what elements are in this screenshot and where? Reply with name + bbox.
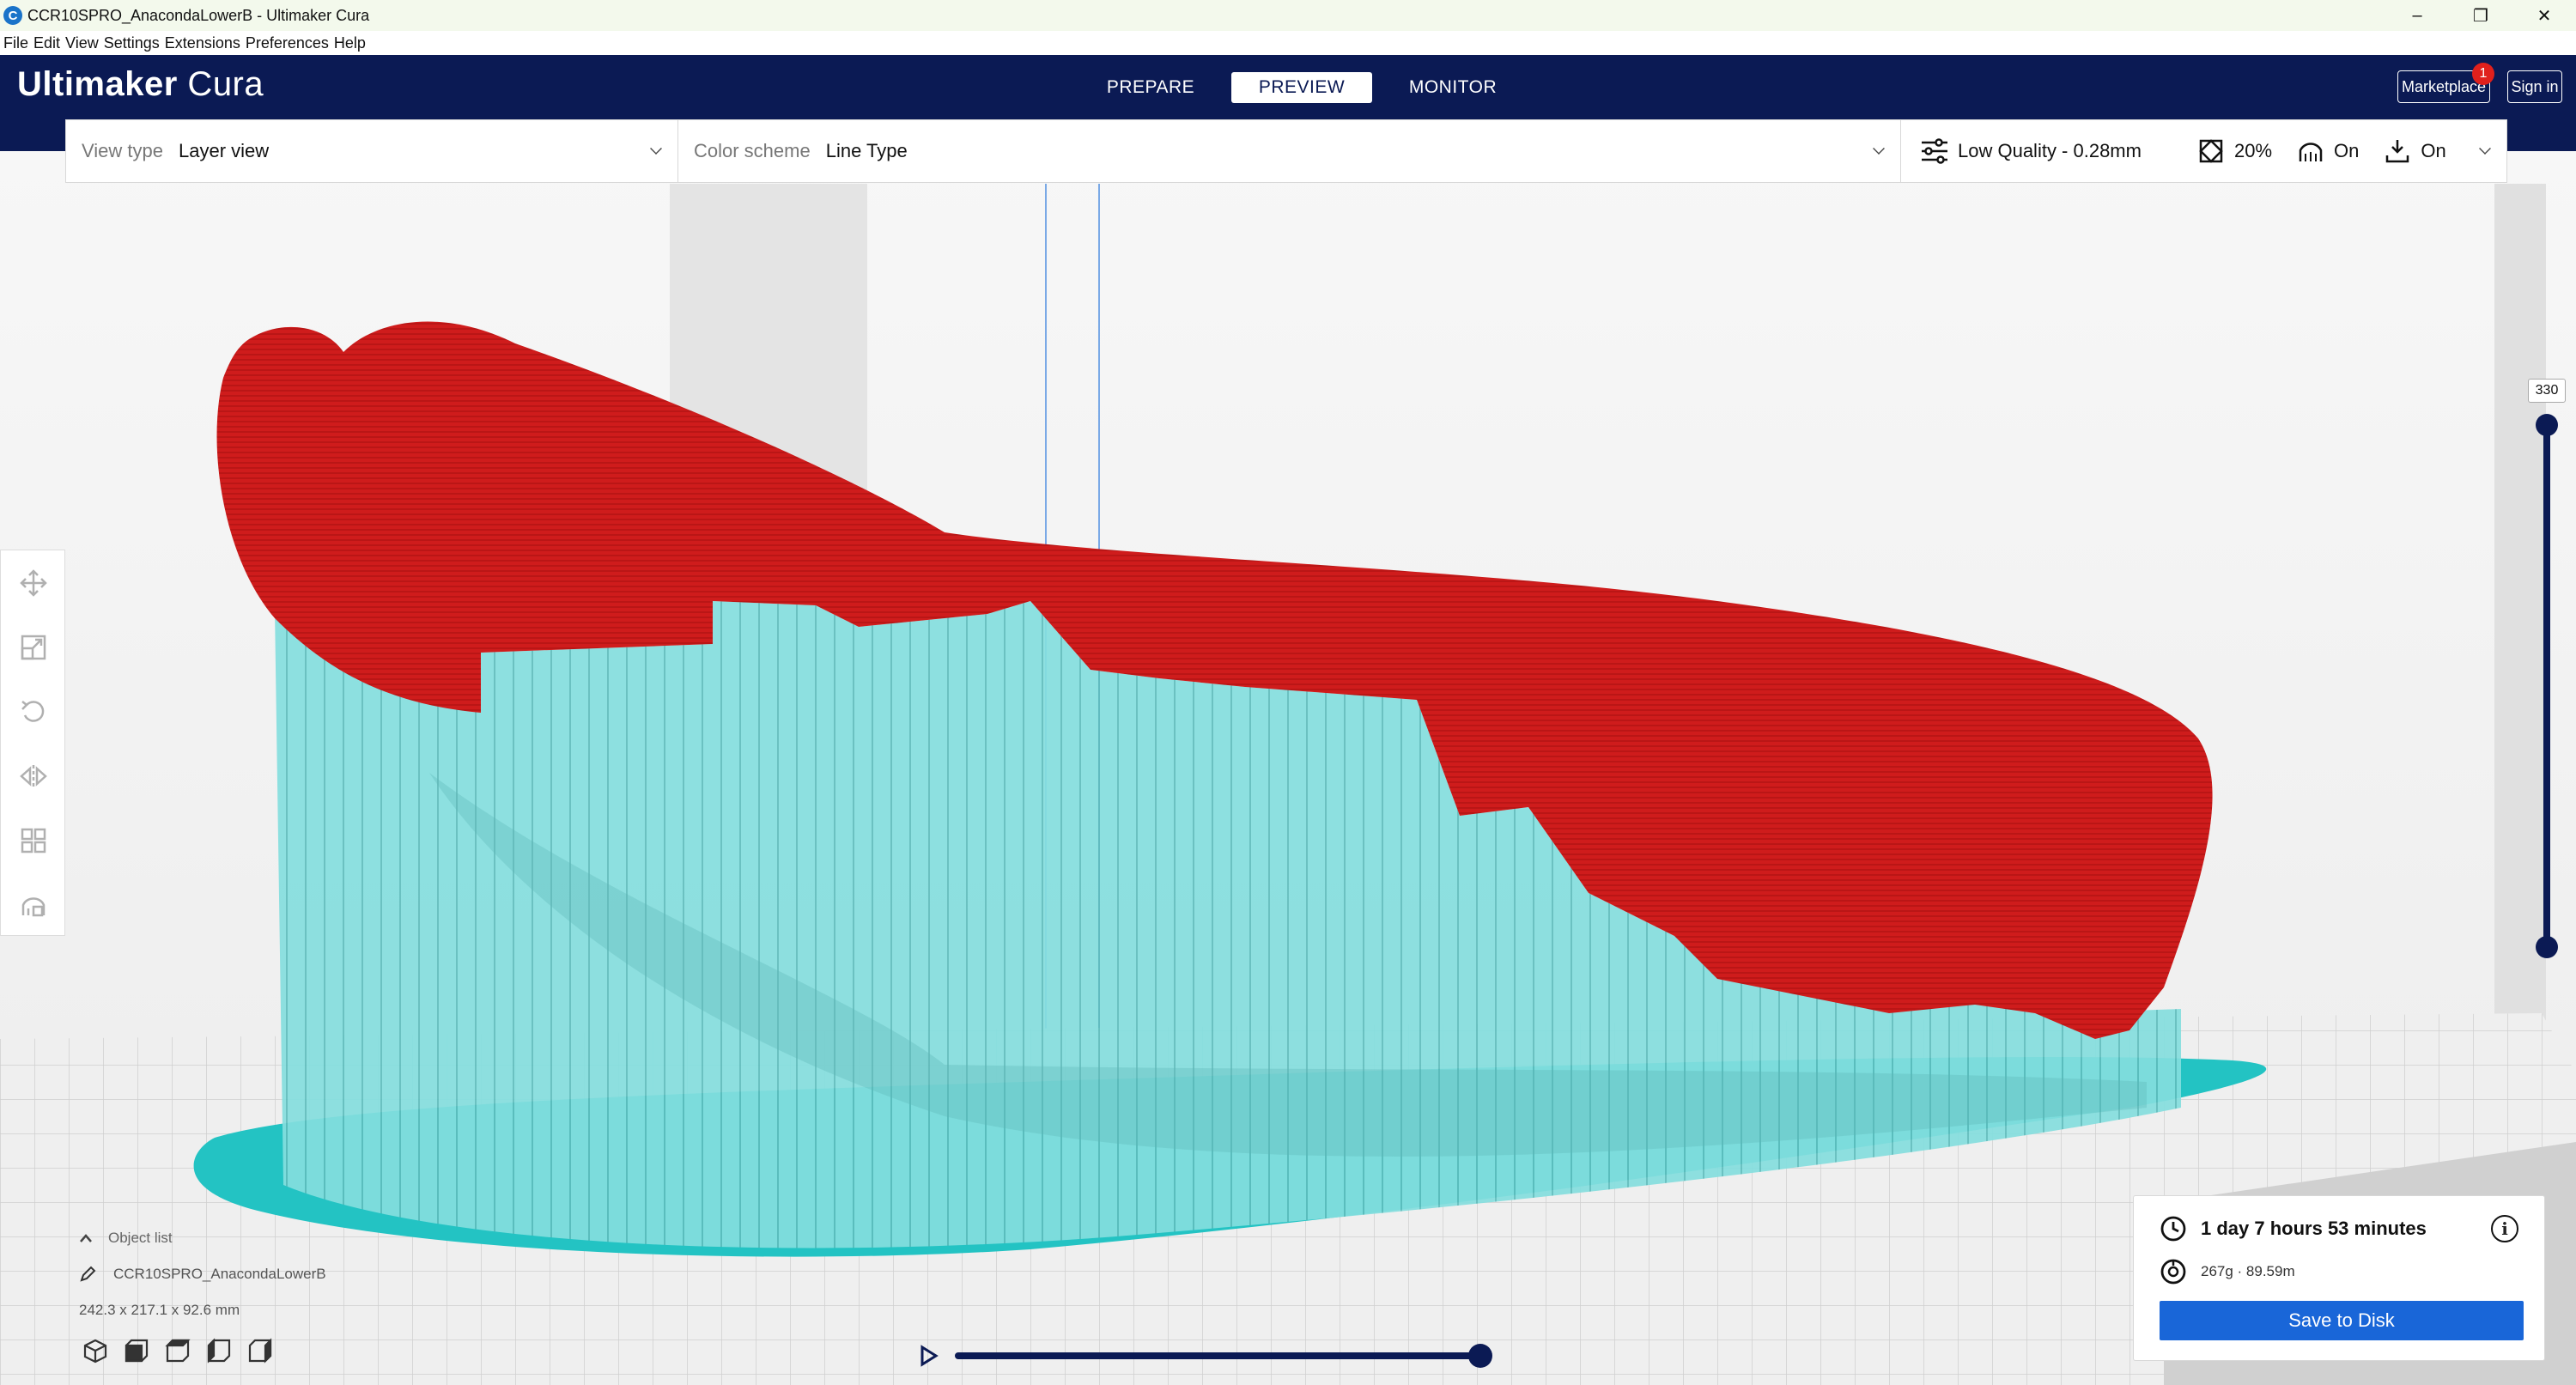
brand-product: Cura — [177, 65, 264, 103]
object-list: Object list CCR10SPRO_AnacondaLowerB 242… — [79, 1230, 440, 1319]
info-icon[interactable]: i — [2491, 1215, 2518, 1242]
layer-slider-track[interactable] — [2543, 424, 2550, 948]
chevron-up-icon — [80, 1234, 92, 1242]
maximize-button[interactable]: ❐ — [2473, 6, 2488, 26]
mirror-tool[interactable] — [1, 744, 66, 808]
mirror-icon — [20, 764, 47, 787]
support-icon — [2296, 137, 2325, 166]
3d-viewport[interactable] — [0, 151, 2576, 1385]
right-view-icon[interactable] — [247, 1338, 273, 1364]
print-time-row: 1 day 7 hours 53 minutes — [2160, 1215, 2427, 1242]
color-scheme-value: Line Type — [825, 140, 908, 161]
menu-help[interactable]: Help — [333, 33, 366, 52]
camera-view-buttons — [82, 1338, 289, 1364]
pencil-icon — [80, 1266, 96, 1282]
per-model-settings-icon — [21, 828, 46, 853]
notification-badge: 1 — [2472, 63, 2494, 85]
minimize-button[interactable]: – — [2412, 5, 2422, 25]
clock-icon — [2160, 1216, 2186, 1242]
adhesion-icon — [2383, 137, 2412, 166]
object-name: CCR10SPRO_AnacondaLowerB — [113, 1266, 326, 1282]
cura-app-icon: C — [3, 6, 22, 25]
move-icon — [20, 568, 47, 597]
object-dimensions: 242.3 x 217.1 x 92.6 mm — [79, 1302, 240, 1318]
per-model-settings-tool[interactable] — [1, 808, 66, 872]
model-red-layers — [216, 321, 2213, 1039]
menu-preferences[interactable]: Preferences — [245, 33, 329, 52]
front-view-icon[interactable] — [124, 1338, 149, 1364]
menu-file[interactable]: File — [3, 33, 29, 52]
color-scheme-dropdown[interactable]: Color scheme Line Type — [677, 120, 1900, 182]
layer-view-scene — [0, 184, 2576, 1385]
menu-settings[interactable]: Settings — [103, 33, 160, 52]
color-scheme-label: Color scheme — [694, 140, 811, 161]
menu-edit[interactable]: Edit — [33, 33, 61, 52]
material-row: 267g · 89.59m — [2160, 1258, 2295, 1285]
profile-label: Low Quality - 0.28mm — [1958, 140, 2142, 161]
window-controls: – ❐ ✕ — [2385, 0, 2576, 31]
window-title: CCR10SPRO_AnacondaLowerB - Ultimaker Cur… — [27, 6, 370, 24]
3d-view-icon[interactable] — [82, 1338, 108, 1364]
chevron-down-icon — [650, 143, 662, 155]
sign-in-button[interactable]: Sign in — [2507, 70, 2562, 103]
marketplace-label: Marketplace — [2401, 77, 2487, 95]
object-list-toggle[interactable]: Object list — [79, 1230, 440, 1247]
view-type-label: View type — [82, 140, 163, 161]
menu-view[interactable]: View — [65, 33, 99, 52]
top-view-icon[interactable] — [165, 1338, 191, 1364]
tab-monitor[interactable]: MONITOR — [1408, 77, 1498, 97]
menu-extensions[interactable]: Extensions — [164, 33, 240, 52]
brand-name: Ultimaker — [17, 65, 178, 103]
play-icon[interactable] — [919, 1345, 939, 1367]
view-type-value: Layer view — [178, 140, 270, 161]
adhesion-value: On — [2421, 140, 2446, 161]
tab-preview[interactable]: PREVIEW — [1231, 72, 1372, 103]
path-slider-handle[interactable] — [1468, 1344, 1492, 1368]
layer-slider-top-handle[interactable] — [2536, 414, 2558, 436]
layer-slider-bottom-handle[interactable] — [2536, 936, 2558, 958]
tool-panel — [0, 550, 65, 936]
support-blocker-tool[interactable] — [1, 872, 66, 937]
settings-sliders-icon — [1920, 137, 1949, 166]
path-slider-track[interactable] — [955, 1352, 1480, 1359]
marketplace-button[interactable]: Marketplace 1 — [2397, 63, 2494, 103]
object-list-header: Object list — [108, 1230, 173, 1246]
layer-max-label: 330 — [2528, 379, 2566, 403]
close-button[interactable]: ✕ — [2537, 6, 2552, 26]
spool-icon — [2160, 1259, 2186, 1285]
save-to-disk-button[interactable]: Save to Disk — [2160, 1301, 2524, 1340]
scale-icon — [21, 635, 46, 659]
support-value: On — [2334, 140, 2360, 161]
support-blocker-icon — [21, 896, 46, 916]
view-type-dropdown[interactable]: View type Layer view — [66, 120, 677, 182]
menu-bar: File Edit View Settings Extensions Prefe… — [0, 31, 2576, 55]
material-usage: 267g · 89.59m — [2201, 1263, 2295, 1279]
tab-prepare[interactable]: PREPARE — [1106, 77, 1195, 97]
print-summary-panel: 1 day 7 hours 53 minutes i 267g · 89.59m… — [2133, 1195, 2545, 1361]
print-settings-selector[interactable]: Low Quality - 0.28mm 20% On On — [1900, 120, 2506, 182]
window-title-bar: C CCR10SPRO_AnacondaLowerB - Ultimaker C… — [0, 0, 2576, 31]
infill-value: 20% — [2233, 140, 2273, 161]
scale-tool[interactable] — [1, 615, 66, 679]
chevron-down-icon — [1873, 143, 1885, 155]
infill-icon — [2196, 137, 2226, 166]
view-toolbar: View type Layer view Color scheme Line T… — [65, 119, 2507, 183]
stage-tabs: PREPARE PREVIEW MONITOR — [1080, 72, 1534, 103]
left-view-icon[interactable] — [206, 1338, 232, 1364]
printer-frame-right — [2494, 184, 2546, 1042]
chevron-down-icon — [2479, 143, 2491, 155]
object-list-item[interactable]: CCR10SPRO_AnacondaLowerB — [79, 1266, 440, 1283]
rotate-icon — [21, 700, 45, 722]
rotate-tool[interactable] — [1, 679, 66, 744]
support-structure — [275, 601, 2181, 1248]
print-time: 1 day 7 hours 53 minutes — [2201, 1218, 2427, 1239]
model-shadow-inside-support — [429, 773, 2147, 1157]
brand-logo: Ultimaker Cura — [17, 65, 264, 104]
move-tool[interactable] — [1, 550, 66, 615]
